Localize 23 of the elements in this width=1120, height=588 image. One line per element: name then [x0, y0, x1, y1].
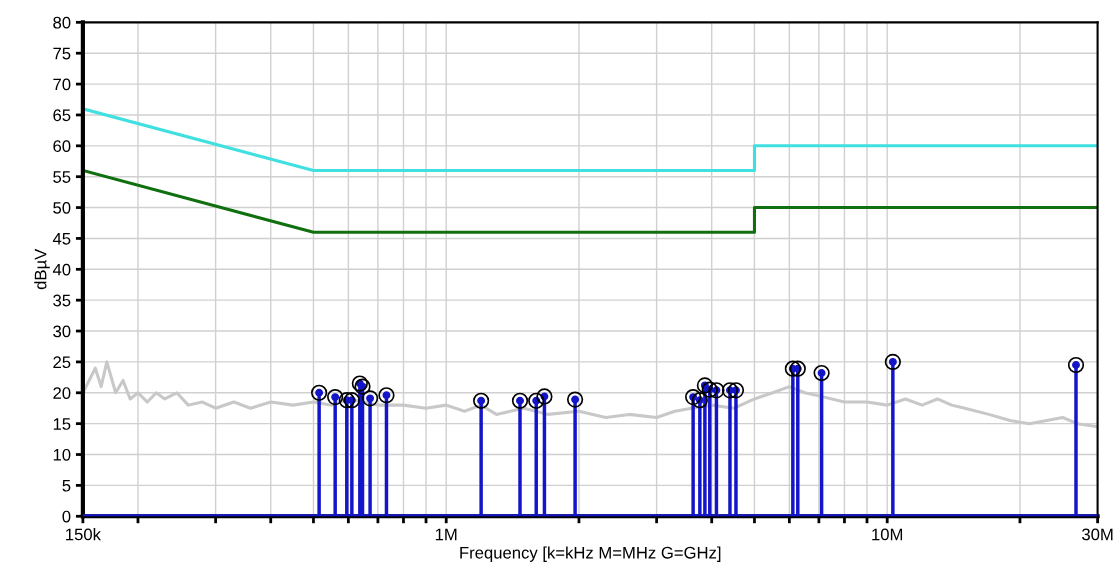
y-tick-label: 70: [53, 78, 71, 91]
y-tick-label: 0: [62, 510, 71, 523]
y-axis-title: dBµV: [34, 248, 50, 290]
y-tick-label: 15: [53, 418, 71, 430]
y-tick-label: 20: [53, 387, 71, 399]
x-tick-label: 30M: [1082, 528, 1113, 541]
y-tick-label: 5: [62, 479, 71, 492]
y-tick-label: 80: [53, 16, 71, 29]
x-axis-title: Frequency [k=kHz M=MHz G=GHz]: [460, 546, 721, 562]
y-tick-label: 35: [53, 294, 71, 307]
y-tick-label: 60: [53, 140, 71, 153]
y-tick-label: 75: [53, 47, 71, 60]
y-tick-label: 55: [53, 171, 71, 183]
y-tick-label: 45: [52, 233, 71, 245]
y-tick-label: 10: [53, 448, 71, 461]
y-tick-label: 30: [53, 325, 71, 338]
x-tick-label: 10M: [872, 528, 903, 541]
x-tick-label: 150k: [66, 528, 101, 541]
y-tick-label: 25: [53, 356, 71, 369]
y-tick-label: 40: [52, 263, 71, 276]
y-tick-label: 65: [53, 109, 71, 122]
x-tick-label: 1M: [435, 528, 457, 541]
y-tick-label: 50: [53, 201, 71, 214]
